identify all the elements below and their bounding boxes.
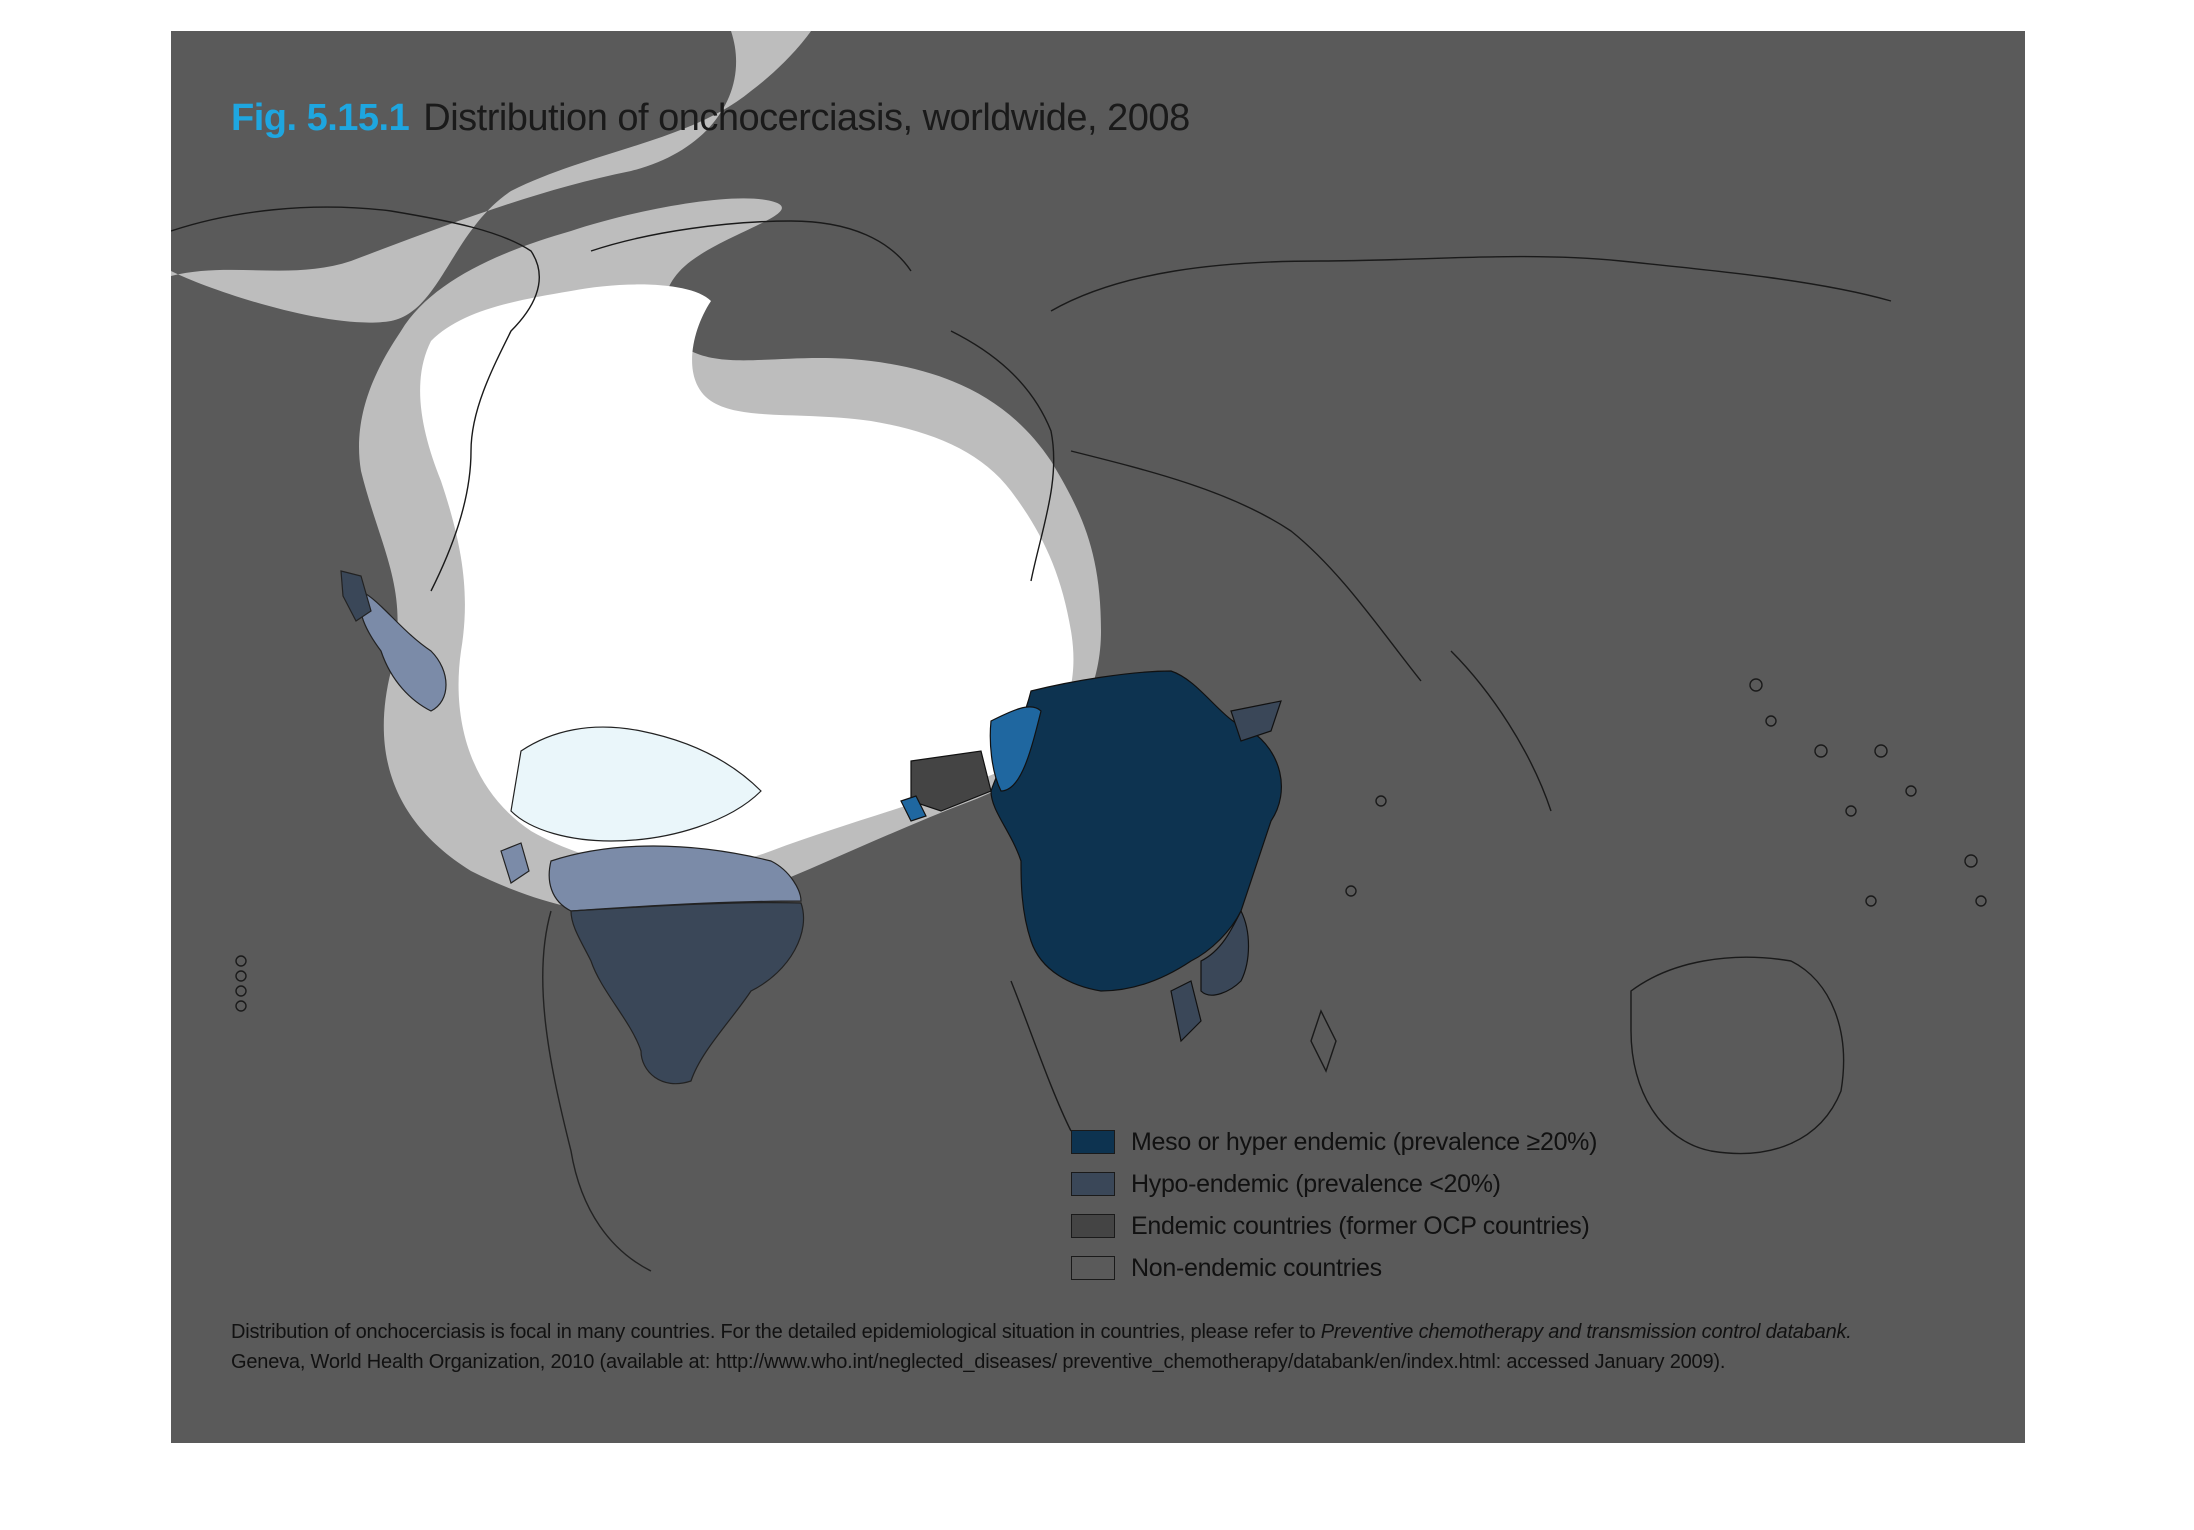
region-ocp-west-africa	[910, 750, 992, 812]
region-hypo-mexico	[359, 590, 447, 712]
legend-item-ocp: Endemic countries (former OCP countries)	[1071, 1205, 1597, 1247]
legend-label-meso: Meso or hyper endemic (prevalence ≥20%)	[1131, 1127, 1598, 1156]
legend-swatch-ocp	[1071, 1214, 1115, 1238]
region-blue-liberia	[900, 795, 927, 822]
legend-swatch-hypo	[1071, 1172, 1115, 1196]
figure-title: Fig. 5.15.1 Distribution of onchocerciasi…	[231, 97, 1190, 140]
legend-swatch-nonendemic	[1071, 1256, 1115, 1280]
legend-label-nonendemic: Non-endemic countries	[1131, 1253, 1382, 1282]
figure-caption: Distribution of onchocerciasis is focal …	[231, 1317, 1991, 1377]
legend-swatch-meso	[1071, 1130, 1115, 1154]
legend-item-meso: Meso or hyper endemic (prevalence ≥20%)	[1071, 1121, 1597, 1163]
region-tint-sa	[510, 726, 762, 842]
region-hypo-ecuador	[500, 842, 530, 884]
region-hypo-somalia	[1230, 700, 1282, 742]
legend-label-ocp: Endemic countries (former OCP countries)	[1131, 1211, 1590, 1240]
region-hypo-malawi	[1170, 980, 1202, 1043]
region-blue-nigeria	[989, 706, 1042, 792]
caption-italic: Preventive chemotherapy and transmission…	[1320, 1321, 1852, 1343]
region-sa-south	[542, 910, 652, 1272]
figure-title-text: Distribution of onchocerciasis, worldwid…	[423, 97, 1190, 139]
world-map	[171, 31, 1987, 1272]
island-markers	[235, 678, 1987, 1012]
highlight-interior	[420, 284, 1074, 869]
region-hypo-baja	[340, 570, 372, 622]
region-hypo-east-africa	[1200, 909, 1250, 996]
map-legend: Meso or hyper endemic (prevalence ≥20%) …	[1071, 1121, 1597, 1289]
continent-outlines	[171, 206, 1892, 1155]
region-hypo-brazil	[570, 902, 805, 1085]
legend-label-hypo: Hypo-endemic (prevalence <20%)	[1131, 1169, 1501, 1198]
region-meso-africa	[990, 670, 1282, 992]
legend-item-nonendemic: Non-endemic countries	[1071, 1247, 1597, 1289]
caption-text-1: Distribution of onchocerciasis is focal …	[231, 1321, 1321, 1343]
legend-item-hypo: Hypo-endemic (prevalence <20%)	[1071, 1163, 1597, 1205]
figure-number: Fig. 5.15.1	[231, 97, 410, 139]
map-panel: Fig. 5.15.1 Distribution of onchocerciasi…	[171, 31, 2025, 1443]
caption-text-2: Geneva, World Health Organization, 2010 …	[231, 1351, 1726, 1373]
